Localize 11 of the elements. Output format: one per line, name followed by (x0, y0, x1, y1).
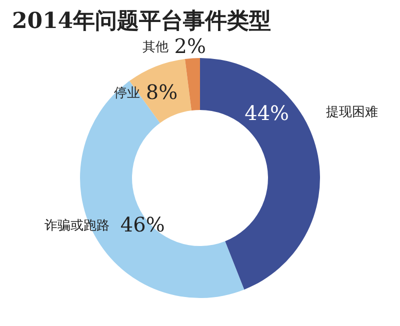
data-label: 44% (244, 100, 290, 125)
slice-label: 停业 (114, 86, 140, 101)
donut-slice (200, 58, 320, 290)
data-label: 8% (146, 80, 178, 104)
slice-label: 其他 (142, 40, 168, 55)
data-label: 46% (120, 212, 165, 236)
data-label: 2% (174, 34, 206, 58)
donut-slice (184, 58, 200, 111)
slice-label: 提现困难 (326, 104, 378, 120)
slice-label: 诈骗或跑路 (44, 218, 110, 234)
chart-title: 2014年问题平台事件类型 (12, 8, 272, 34)
